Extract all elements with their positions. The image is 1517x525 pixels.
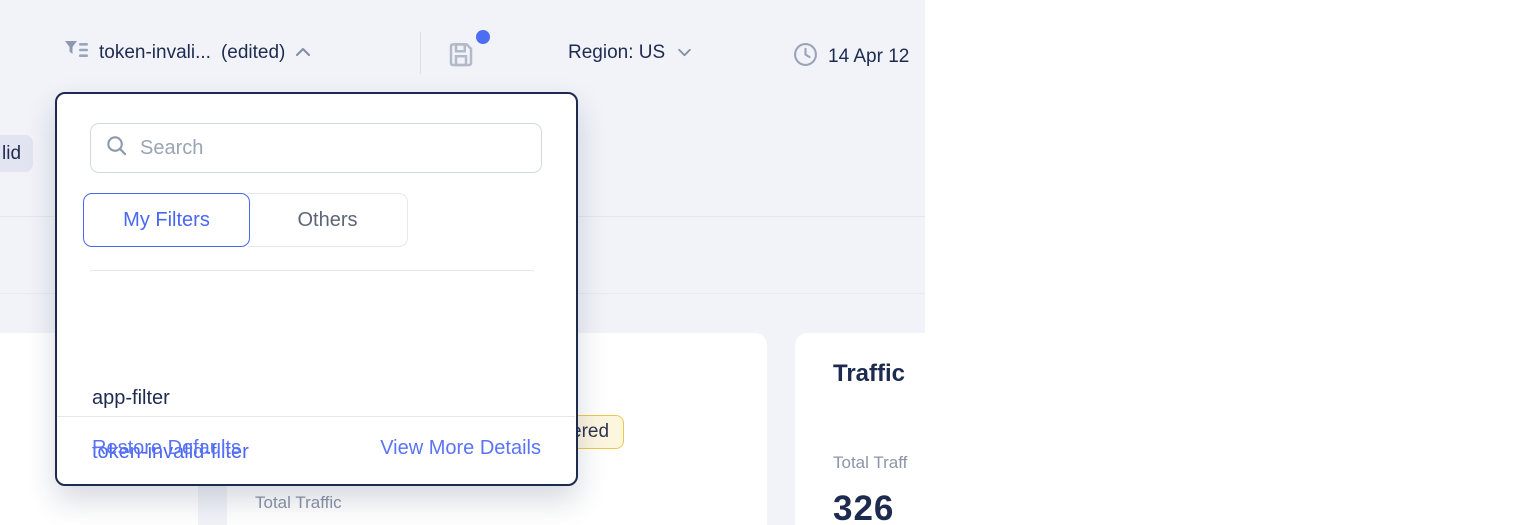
topbar-divider [420,32,421,74]
clock-icon [793,42,818,72]
app-content: token-invali... (edited) Region: US [0,0,925,525]
time-range-selector[interactable]: 14 Apr 12 [793,42,909,72]
applied-filter-chip[interactable]: lid [0,135,34,172]
restore-defaults-link[interactable]: Restore Defaults [92,437,241,459]
panel-footer: Restore Defaults View More Details [92,437,541,460]
traffic-card: Traffic Total Traff 326 [795,333,925,525]
filter-dropdown-panel: My Filters Others app-filter token-inval… [55,92,578,486]
save-filter-button[interactable] [446,30,490,74]
time-range-label: 14 Apr 12 [828,46,910,67]
traffic-metric-label: Total Traff [833,453,908,472]
filter-selector-dropdown[interactable]: token-invali... (edited) [64,40,311,65]
top-bar: token-invali... (edited) Region: US [0,0,925,86]
panel-divider [90,270,534,271]
view-more-details-link[interactable]: View More Details [380,437,541,459]
chevron-down-icon [677,44,692,62]
traffic-metric-value: 326 [833,489,895,525]
filter-funnel-icon [64,40,89,65]
filter-search-input[interactable] [140,136,527,160]
unsaved-changes-dot [476,30,490,44]
tab-my-filters[interactable]: My Filters [83,193,250,247]
filter-list-item-token-invalid-filter[interactable]: token-invalid-filter [92,441,249,463]
region-dropdown[interactable]: Region: US [568,42,692,64]
filter-tabs: My Filters Others [83,193,408,247]
panel-footer-divider [57,416,575,417]
traffic-card-title: Traffic [833,360,906,387]
filter-selector-label: token-invali... [99,41,211,63]
filter-list-item-app-filter[interactable]: app-filter [92,387,170,409]
region-label: Region: US [568,42,666,63]
total-traffic-label: Total Traffic [255,493,342,512]
tab-others[interactable]: Others [248,193,408,247]
filter-search-box[interactable] [90,123,542,173]
search-icon [105,134,128,162]
filter-edited-suffix: (edited) [220,41,286,63]
chevron-up-icon [295,44,311,62]
save-icon [446,30,490,75]
